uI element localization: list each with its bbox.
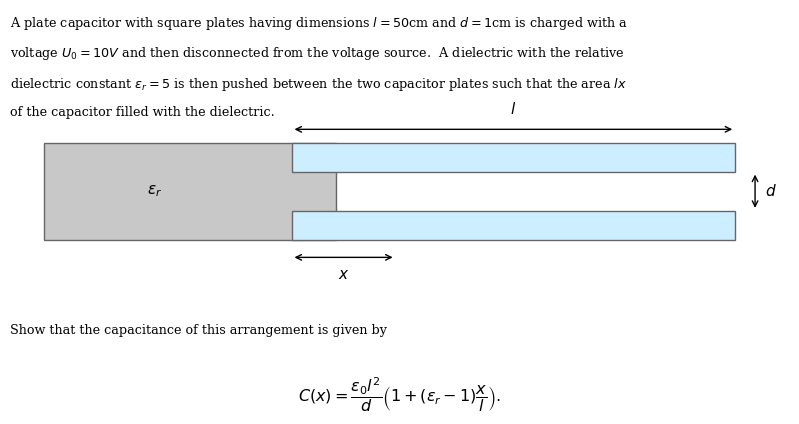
- Text: $d$: $d$: [765, 183, 777, 199]
- Text: $\epsilon_r$: $\epsilon_r$: [147, 183, 162, 199]
- Text: A plate capacitor with square plates having dimensions $l = 50$cm and $d = 1$cm : A plate capacitor with square plates hav…: [10, 15, 629, 32]
- Text: Show that the capacitance of this arrangement is given by: Show that the capacitance of this arrang…: [10, 324, 388, 338]
- Bar: [292, 211, 735, 240]
- Text: $x$: $x$: [338, 268, 349, 282]
- Bar: [44, 143, 336, 240]
- Text: $C(x) = \dfrac{\epsilon_0 l^2}{d}\left(1 + (\epsilon_r - 1)\dfrac{x}{l}\right).$: $C(x) = \dfrac{\epsilon_0 l^2}{d}\left(1…: [298, 375, 501, 414]
- Text: of the capacitor filled with the dielectric.: of the capacitor filled with the dielect…: [10, 106, 275, 120]
- Bar: [292, 143, 735, 172]
- Text: voltage $U_0 = 10V$ and then disconnected from the voltage source.  A dielectric: voltage $U_0 = 10V$ and then disconnecte…: [10, 45, 626, 62]
- Text: $l$: $l$: [511, 101, 516, 117]
- Text: dielectric constant $\epsilon_r = 5$ is then pushed between the two capacitor pl: dielectric constant $\epsilon_r = 5$ is …: [10, 76, 627, 93]
